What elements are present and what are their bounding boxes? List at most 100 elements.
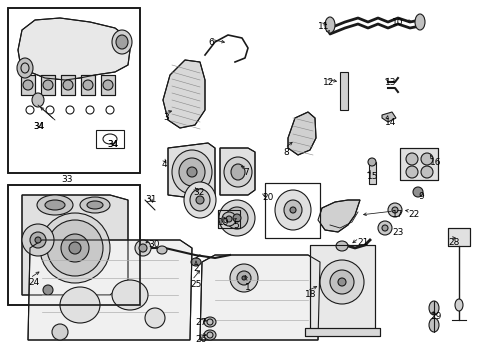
Text: 15: 15 <box>366 172 378 181</box>
Ellipse shape <box>412 187 422 197</box>
Text: 34: 34 <box>33 122 44 131</box>
Ellipse shape <box>222 212 236 226</box>
Ellipse shape <box>106 106 114 114</box>
Text: 7: 7 <box>242 168 248 177</box>
Ellipse shape <box>40 213 110 283</box>
Bar <box>368 162 375 184</box>
Text: 20: 20 <box>261 193 273 202</box>
Text: 28: 28 <box>447 238 458 247</box>
Polygon shape <box>163 60 205 128</box>
Ellipse shape <box>405 166 417 178</box>
Text: 34: 34 <box>107 140 118 149</box>
Text: 10: 10 <box>391 18 403 27</box>
Ellipse shape <box>35 237 41 243</box>
Ellipse shape <box>284 200 302 220</box>
Text: 31: 31 <box>145 195 156 204</box>
Ellipse shape <box>454 299 462 311</box>
Text: 24: 24 <box>28 278 39 287</box>
Ellipse shape <box>83 80 93 90</box>
Polygon shape <box>101 75 115 95</box>
Text: 16: 16 <box>429 158 440 167</box>
Ellipse shape <box>46 106 54 114</box>
Ellipse shape <box>26 106 34 114</box>
Bar <box>8 185 140 305</box>
Ellipse shape <box>157 246 166 254</box>
Bar <box>8 8 140 173</box>
Text: 32: 32 <box>193 188 204 197</box>
Ellipse shape <box>232 214 241 222</box>
Ellipse shape <box>87 201 103 209</box>
Text: 9: 9 <box>417 192 423 201</box>
Bar <box>309 245 374 330</box>
Ellipse shape <box>69 242 81 254</box>
Ellipse shape <box>66 106 74 114</box>
Polygon shape <box>61 75 75 95</box>
Ellipse shape <box>45 200 65 210</box>
Polygon shape <box>21 75 35 95</box>
Text: 3: 3 <box>163 113 168 122</box>
Text: 22: 22 <box>407 210 418 219</box>
Ellipse shape <box>116 35 128 49</box>
Text: 1: 1 <box>244 283 250 292</box>
Ellipse shape <box>32 93 44 107</box>
Polygon shape <box>220 148 255 195</box>
Bar <box>399 148 437 180</box>
Text: 29: 29 <box>429 312 440 321</box>
Ellipse shape <box>230 164 244 180</box>
Text: 18: 18 <box>304 290 316 299</box>
Text: 19: 19 <box>217 218 229 227</box>
Ellipse shape <box>80 197 110 213</box>
Bar <box>304 328 379 336</box>
Ellipse shape <box>183 182 215 218</box>
Ellipse shape <box>204 317 215 327</box>
Ellipse shape <box>229 264 257 292</box>
Text: 21: 21 <box>356 238 368 247</box>
Ellipse shape <box>43 80 53 90</box>
Ellipse shape <box>196 196 204 204</box>
Polygon shape <box>199 255 319 340</box>
Ellipse shape <box>335 241 348 251</box>
Text: 34: 34 <box>107 140 118 149</box>
Text: 2: 2 <box>193 264 198 273</box>
Ellipse shape <box>112 30 132 54</box>
Ellipse shape <box>414 14 424 30</box>
Text: 26: 26 <box>195 335 206 344</box>
Ellipse shape <box>43 285 53 295</box>
Text: 11: 11 <box>318 22 329 31</box>
Ellipse shape <box>367 158 375 166</box>
Ellipse shape <box>428 301 438 315</box>
Text: 6: 6 <box>208 38 213 47</box>
Bar <box>264 183 319 238</box>
Ellipse shape <box>337 278 345 286</box>
Text: 27: 27 <box>195 318 206 327</box>
Ellipse shape <box>22 224 54 256</box>
Ellipse shape <box>103 80 113 90</box>
Ellipse shape <box>420 166 432 178</box>
Bar <box>8 8 140 173</box>
Polygon shape <box>381 112 395 122</box>
Text: 25: 25 <box>190 280 201 289</box>
Ellipse shape <box>30 232 46 248</box>
Bar <box>399 148 437 180</box>
Ellipse shape <box>191 258 200 266</box>
Ellipse shape <box>242 276 245 280</box>
Ellipse shape <box>37 195 73 215</box>
Text: 13: 13 <box>384 78 396 87</box>
Ellipse shape <box>377 221 391 235</box>
Polygon shape <box>41 75 55 95</box>
Ellipse shape <box>329 270 353 294</box>
Ellipse shape <box>17 58 33 78</box>
Ellipse shape <box>52 324 68 340</box>
Bar <box>309 245 374 330</box>
Ellipse shape <box>61 234 89 262</box>
Ellipse shape <box>428 318 438 332</box>
Text: 34: 34 <box>33 122 44 131</box>
Bar <box>217 210 240 228</box>
Ellipse shape <box>179 158 205 186</box>
Bar <box>339 72 348 110</box>
Ellipse shape <box>319 260 363 304</box>
Ellipse shape <box>226 207 247 229</box>
Ellipse shape <box>289 207 295 213</box>
Ellipse shape <box>237 271 251 285</box>
Text: 23: 23 <box>391 228 403 237</box>
